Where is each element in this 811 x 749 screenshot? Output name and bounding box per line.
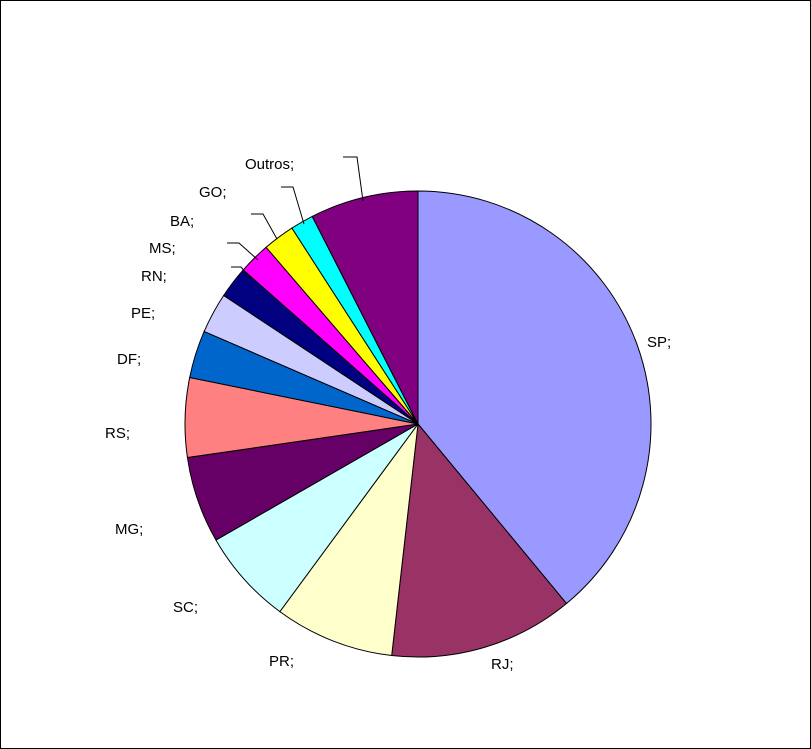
slice-label-ms: MS; [149, 240, 176, 257]
slice-label-sc: SC; [173, 599, 198, 616]
leader-line-ba [251, 213, 278, 240]
pie-slice-rj [391, 422, 568, 658]
slice-label-rs: RS; [105, 425, 130, 442]
leader-line-go [281, 186, 305, 225]
pie-slice-pr [279, 422, 419, 657]
pie-slice-sp [417, 190, 652, 605]
slice-label-df: DF; [117, 351, 141, 368]
slice-label-pr: PR; [269, 653, 294, 670]
slice-label-sp: SP; [647, 334, 671, 351]
slice-label-mg: MG; [115, 521, 143, 538]
slice-label-go: GO; [199, 184, 227, 201]
slice-label-rj: RJ; [491, 656, 514, 673]
pie-slice-outros [311, 190, 419, 425]
slice-label-pe: PE; [131, 305, 155, 322]
leader-line-outros [343, 156, 364, 202]
slice-label-ba: BA; [170, 213, 194, 230]
leader-line-rn [231, 266, 252, 280]
leader-line-ms [227, 242, 259, 261]
slice-label-outros: Outros; [245, 156, 294, 173]
slice-label-rn: RN; [141, 268, 167, 285]
